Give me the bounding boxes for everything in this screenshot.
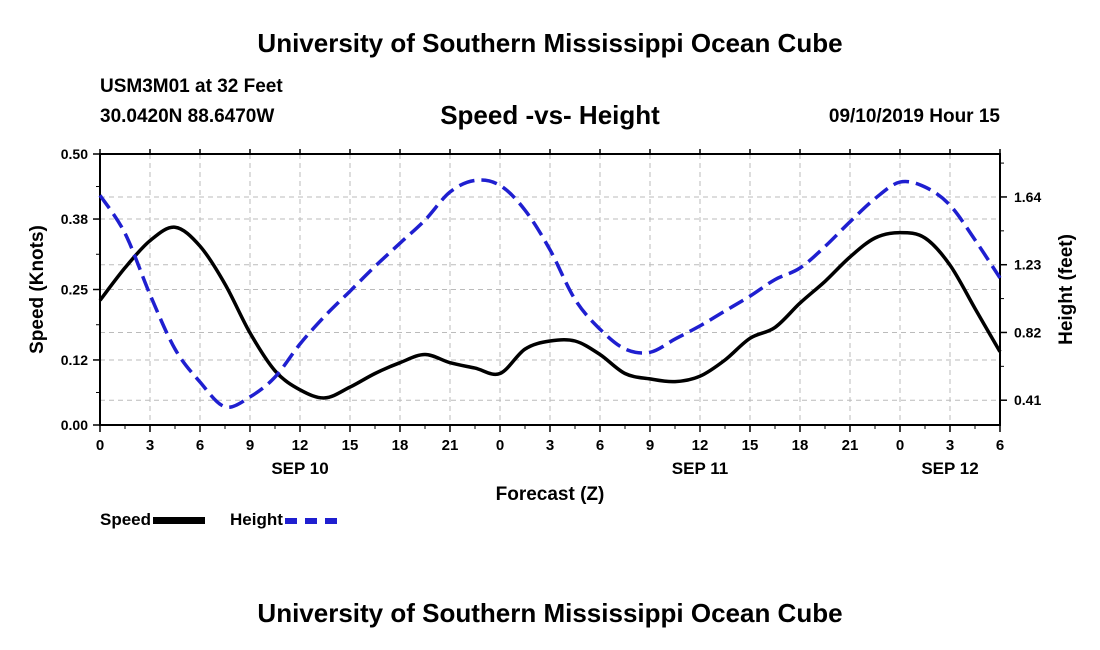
x-tick-label: 21: [442, 437, 459, 454]
y-tick-label: 0.50: [61, 146, 88, 162]
legend-height: Height: [230, 510, 337, 530]
footer-title: University of Southern Mississippi Ocean…: [257, 598, 843, 628]
chart-title: Speed -vs- Height: [440, 100, 660, 130]
x-axis-label: Forecast (Z): [496, 484, 605, 505]
page-title: University of Southern Mississippi Ocean…: [257, 28, 843, 58]
x-tick-label: 12: [692, 437, 709, 454]
y-tick-label: 0.38: [61, 211, 88, 227]
x-tick-label: 3: [546, 437, 554, 454]
y2-tick-label: 0.82: [1014, 324, 1041, 340]
coordinates-label: 30.0420N 88.6470W: [100, 106, 275, 127]
date-label: SEP 11: [672, 459, 728, 478]
x-tick-label: 9: [246, 437, 254, 454]
x-tick-label: 3: [146, 437, 154, 454]
legend-speed: Speed: [100, 510, 206, 530]
forecast-datetime: 09/10/2019 Hour 15: [828, 106, 1000, 127]
x-tick-label: 6: [996, 437, 1004, 454]
y2-tick-label: 1.64: [1014, 189, 1041, 205]
date-label: SEP 12: [921, 459, 978, 478]
y-tick-label: 0.12: [61, 352, 88, 368]
y-axis-label: Speed (Knots): [27, 225, 48, 354]
x-tick-label: 9: [646, 437, 654, 454]
x-tick-label: 15: [342, 437, 359, 454]
station-label: USM3M01 at 32 Feet: [100, 76, 283, 97]
legend-height-swatch: [284, 517, 337, 524]
y2-tick-label: 1.23: [1014, 257, 1041, 273]
speed-series-line: [98, 225, 1002, 400]
x-tick-label: 0: [496, 437, 504, 454]
height-series-line: [98, 178, 1002, 410]
x-tick-label: 6: [596, 437, 604, 454]
date-label: SEP 10: [271, 459, 328, 478]
plot-frame: [99, 153, 1001, 426]
legend-speed-swatch: [153, 517, 206, 525]
x-tick-label: 0: [896, 437, 904, 454]
x-tick-label: 21: [842, 437, 859, 454]
legend-speed-label: Speed: [100, 510, 152, 529]
y-tick-label: 0.00: [61, 417, 88, 433]
x-tick-label: 12: [292, 437, 309, 454]
y2-tick-label: 0.41: [1014, 392, 1041, 408]
x-tick-label: 18: [392, 437, 409, 454]
y2-axis-label: Height (feet): [1056, 234, 1077, 345]
x-tick-label: 18: [792, 437, 809, 454]
legend-height-label: Height: [230, 510, 283, 529]
x-tick-label: 0: [96, 437, 104, 454]
x-tick-label: 6: [196, 437, 204, 454]
y-tick-label: 0.25: [61, 282, 88, 298]
x-tick-label: 3: [946, 437, 954, 454]
x-tick-label: 15: [742, 437, 759, 454]
